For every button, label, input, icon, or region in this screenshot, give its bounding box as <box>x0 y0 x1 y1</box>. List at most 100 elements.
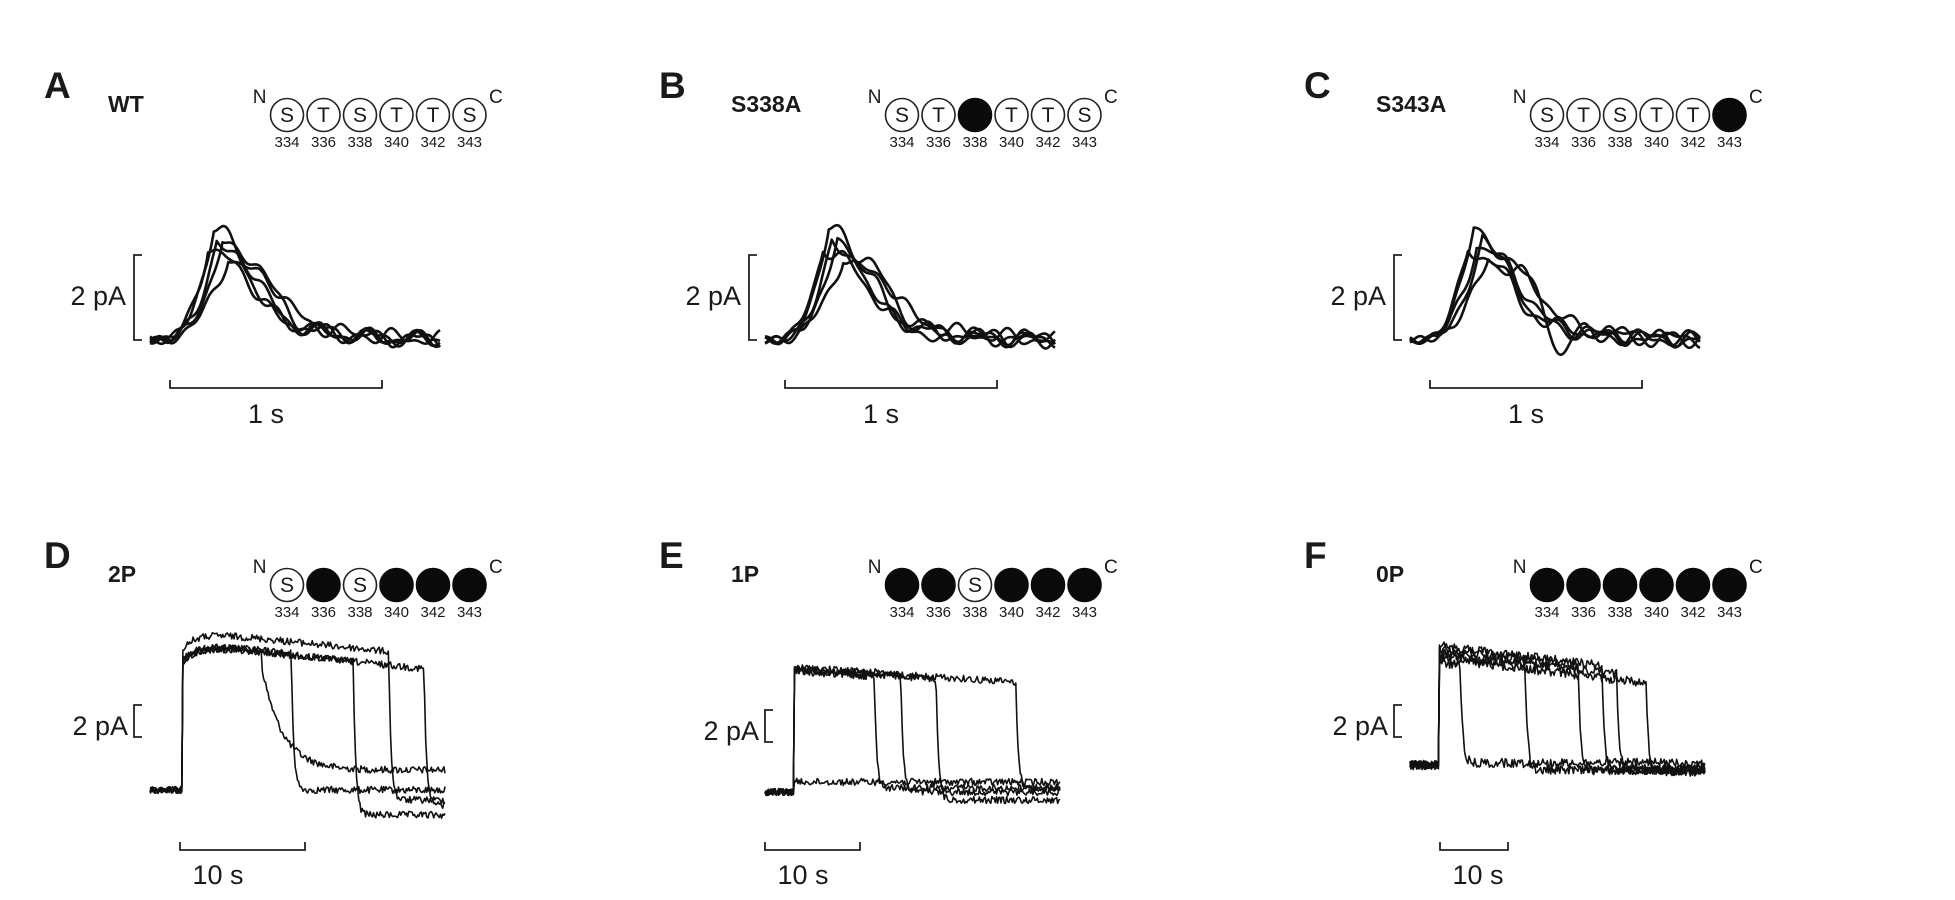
residue-number: 342 <box>1680 604 1705 621</box>
current-scale-label: 2 pA <box>70 281 126 311</box>
residue-number: 340 <box>999 134 1024 151</box>
phosphosite-circle <box>1675 97 1711 133</box>
current-traces <box>1409 641 1706 777</box>
phosphosite-circle <box>1030 97 1066 133</box>
phosphosite-circle <box>1566 97 1601 133</box>
mutated-site-circle <box>452 567 487 603</box>
n-terminus-label: N <box>868 87 882 108</box>
phosphosite-circle <box>415 97 451 133</box>
current-scale-label: 2 pA <box>1332 711 1388 741</box>
n-terminus-label: N <box>1513 557 1527 578</box>
mutated-site-circle <box>1602 567 1638 603</box>
residue-number: 338 <box>1607 134 1632 151</box>
current-trace <box>764 777 1061 797</box>
phosphosite-circle <box>957 567 993 603</box>
residue-number: 338 <box>962 134 987 151</box>
residue-number: 340 <box>999 604 1024 621</box>
phosphosite-circle <box>306 97 341 133</box>
n-terminus-label: N <box>868 557 882 578</box>
c-terminus-label: C <box>489 87 503 108</box>
residue-letter: T <box>317 104 330 127</box>
time-scale-label: 1 s <box>1508 399 1544 429</box>
current-trace <box>149 239 441 347</box>
current-trace <box>1409 258 1701 350</box>
mutated-site-circle <box>1675 567 1711 603</box>
current-scale-bar <box>1393 254 1402 341</box>
current-trace <box>1409 226 1701 348</box>
c-terminus-label: C <box>1749 557 1763 578</box>
time-scale-label: 10 s <box>192 860 243 890</box>
panel-letter: E <box>659 535 684 576</box>
time-scale-bar <box>784 380 998 389</box>
residue-number: 343 <box>1072 134 1097 151</box>
residue-number: 343 <box>1717 134 1742 151</box>
construct-label: WT <box>108 91 144 117</box>
current-traces <box>764 223 1057 350</box>
phosphosite-circle <box>1602 97 1638 133</box>
residue-letter: T <box>1687 104 1700 127</box>
residue-number: 336 <box>1571 134 1596 151</box>
phosphosite-circle <box>994 97 1029 133</box>
current-traces <box>1409 226 1701 356</box>
current-trace <box>149 631 446 805</box>
residue-letter: S <box>462 104 476 127</box>
residue-letter: T <box>427 104 440 127</box>
phosphosite-schematic: N 334 336 338 340 342 343 C <box>1513 557 1763 621</box>
current-trace <box>764 238 1056 350</box>
residue-letter: S <box>968 574 982 597</box>
residue-number: 338 <box>962 604 987 621</box>
residue-number: 340 <box>384 604 409 621</box>
mutated-site-circle <box>1030 567 1066 603</box>
residue-letter: T <box>390 104 403 127</box>
residue-letter: T <box>1577 104 1590 127</box>
residue-number: 334 <box>889 134 914 151</box>
residue-number: 338 <box>347 604 372 621</box>
residue-letter: S <box>895 104 909 127</box>
current-trace <box>149 645 446 809</box>
mutated-site-circle <box>1067 567 1102 603</box>
current-trace <box>149 260 441 345</box>
phosphosite-circle <box>884 97 920 133</box>
time-scale-bar <box>764 842 861 851</box>
residue-number: 340 <box>384 134 409 151</box>
panel-letter: B <box>659 65 686 106</box>
c-terminus-label: C <box>489 557 503 578</box>
current-trace <box>1409 249 1701 349</box>
residue-number: 334 <box>274 134 299 151</box>
phosphosite-circle <box>342 97 378 133</box>
panel-f: F 0P N 334 336 338 340 342 343 C 2 pA 10 s <box>1304 535 1763 890</box>
current-traces <box>149 631 446 819</box>
n-terminus-label: N <box>1513 87 1527 108</box>
current-trace <box>1409 246 1701 347</box>
phosphosite-circle <box>1529 97 1565 133</box>
residue-number: 342 <box>1035 134 1060 151</box>
residue-letter: S <box>1613 104 1627 127</box>
residue-number: 338 <box>347 134 372 151</box>
residue-number: 342 <box>420 604 445 621</box>
residue-number: 342 <box>1035 604 1060 621</box>
time-scale-label: 10 s <box>777 860 828 890</box>
construct-label: S343A <box>1376 91 1446 117</box>
current-scale-label: 2 pA <box>703 716 759 746</box>
time-scale-bar <box>1439 842 1509 851</box>
phosphosite-circle <box>1067 97 1102 133</box>
construct-label: 2P <box>108 561 136 587</box>
residue-letter: T <box>932 104 945 127</box>
residue-number: 334 <box>889 604 914 621</box>
residue-letter: T <box>1005 104 1018 127</box>
residue-number: 334 <box>1534 604 1559 621</box>
current-trace <box>1409 658 1706 771</box>
current-trace <box>764 249 1057 349</box>
mutated-site-circle <box>1712 567 1747 603</box>
phosphosite-circle <box>921 97 956 133</box>
residue-number: 343 <box>457 604 482 621</box>
mutated-site-circle <box>994 567 1029 603</box>
residue-number: 338 <box>1607 604 1632 621</box>
n-terminus-label: N <box>253 557 267 578</box>
panel-letter: D <box>44 535 71 576</box>
